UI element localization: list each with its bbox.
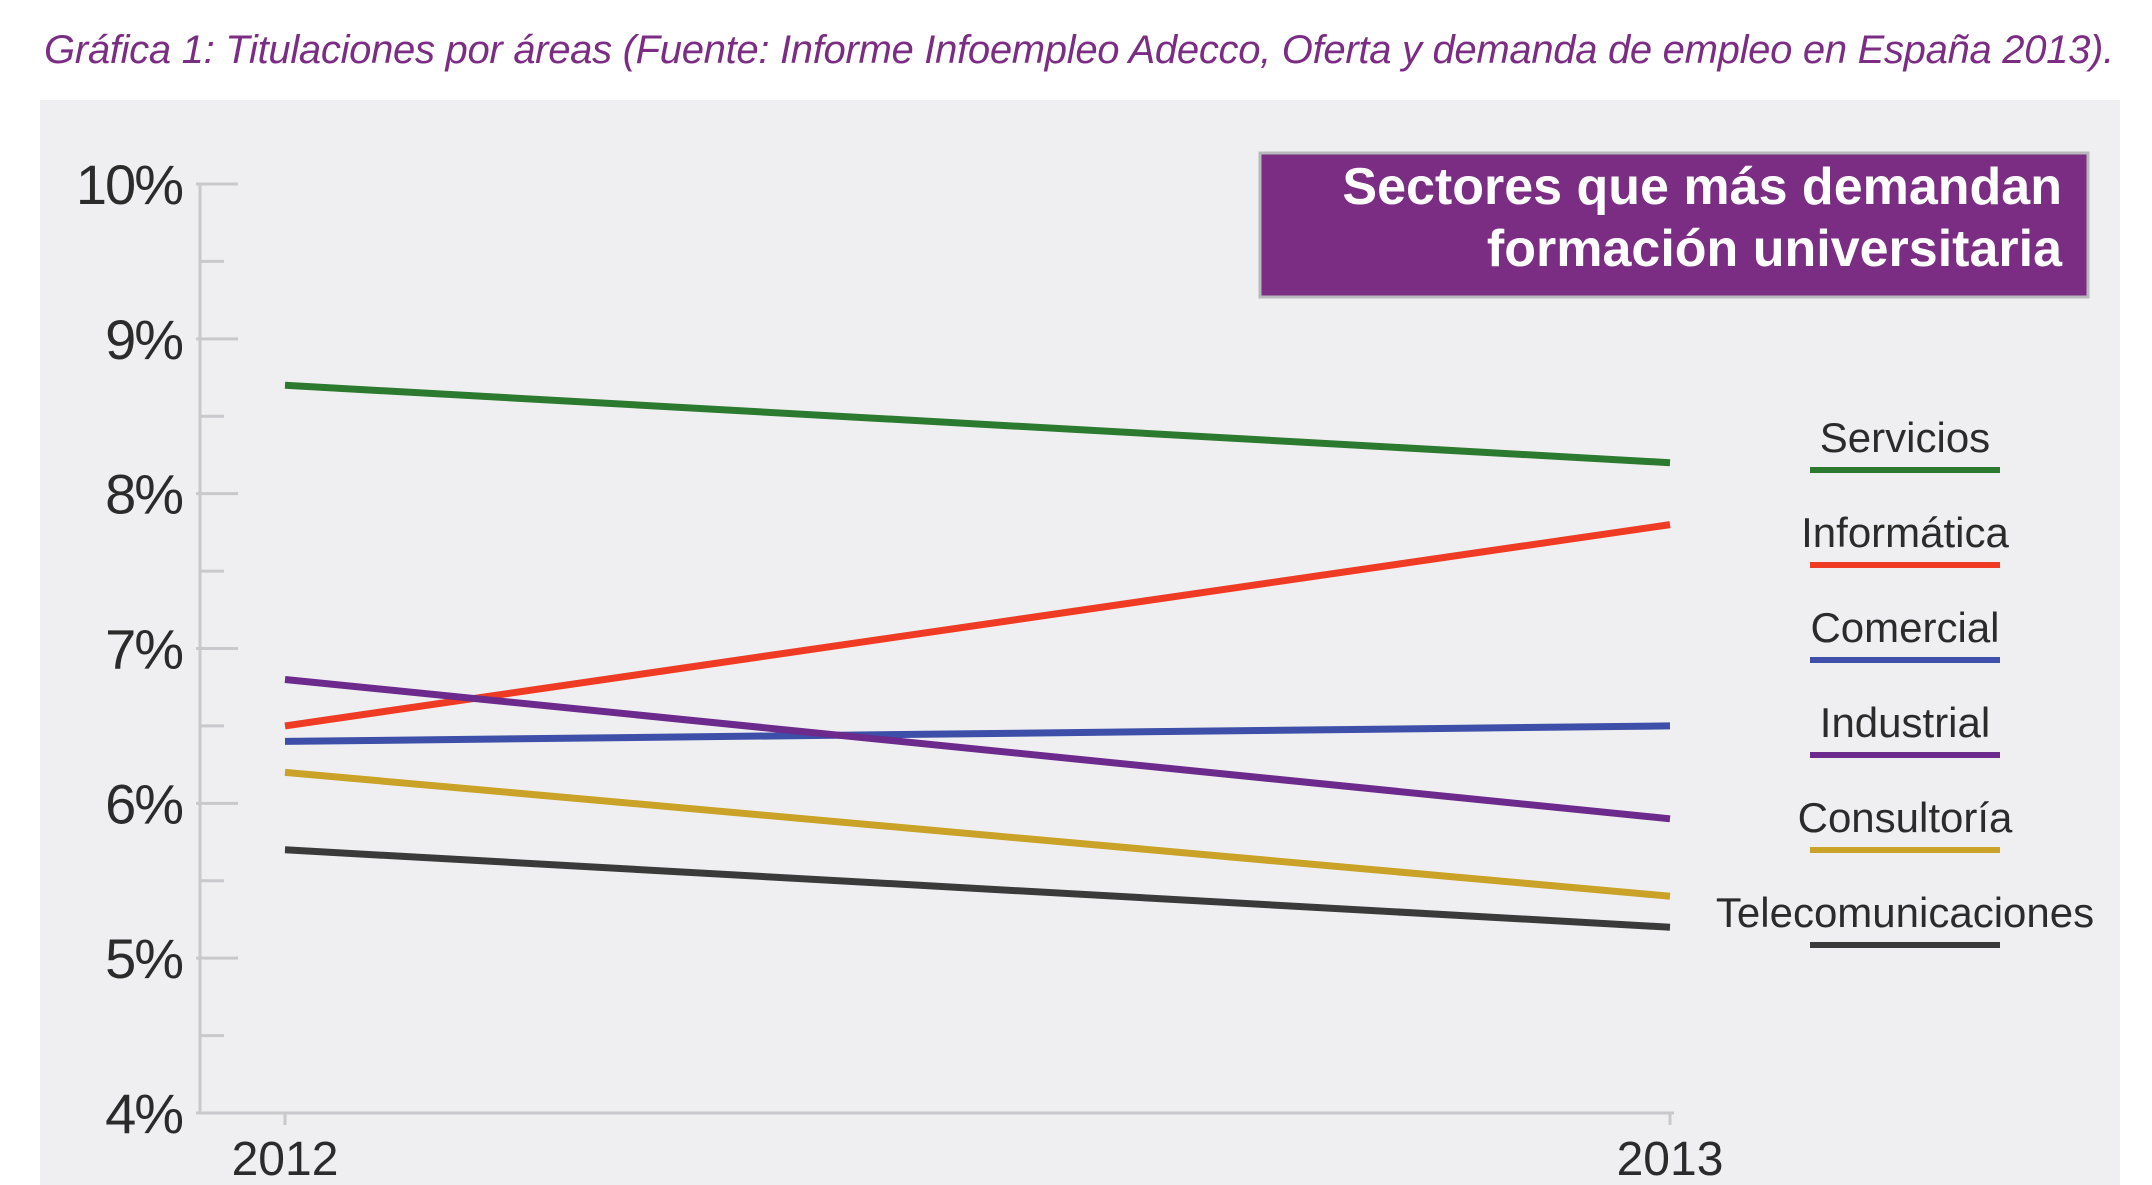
title-box bbox=[1258, 151, 2090, 299]
y-tick-label: 5% bbox=[105, 927, 182, 990]
y-tick-label: 10% bbox=[76, 153, 182, 216]
y-tick-label: 7% bbox=[105, 618, 182, 681]
y-tick-label: 9% bbox=[105, 308, 182, 371]
x-tick-label: 2012 bbox=[232, 1133, 339, 1185]
legend-label: Telecomunicaciones bbox=[1716, 889, 2094, 936]
y-tick-label: 4% bbox=[105, 1082, 182, 1145]
series-line-comercial bbox=[284, 722, 1671, 745]
series-line-servicios bbox=[284, 381, 1671, 467]
legend-label: Servicios bbox=[1820, 414, 1990, 461]
chart-panel: 4% 5% 6% 7% 8% 9% 10% 2012 2013 Servicios Informát… bbox=[40, 100, 2120, 1185]
series-line-industrial bbox=[284, 675, 1671, 823]
figure-caption: Gráfica 1: Titulaciones por áreas (Fuent… bbox=[44, 28, 2114, 72]
chart-title-line: Sectores que más demandan bbox=[1342, 158, 2062, 216]
y-tick-label: 8% bbox=[105, 463, 182, 526]
x-tick-label: 2013 bbox=[1617, 1133, 1724, 1185]
chart-title-line: formación universitaria bbox=[1487, 220, 2063, 278]
legend-label: Industrial bbox=[1820, 699, 1990, 746]
line-chart: 4% 5% 6% 7% 8% 9% 10% 2012 2013 Servicios Informát… bbox=[76, 151, 2094, 1185]
series-line-consultoría bbox=[284, 768, 1671, 900]
series-line-informática bbox=[284, 521, 1671, 730]
legend-label: Consultoría bbox=[1798, 794, 2013, 841]
series-line-telecomunicaciones bbox=[284, 846, 1671, 931]
y-tick-label: 6% bbox=[105, 772, 182, 835]
legend-label: Comercial bbox=[1810, 604, 1999, 651]
legend-label: Informática bbox=[1801, 509, 2009, 556]
